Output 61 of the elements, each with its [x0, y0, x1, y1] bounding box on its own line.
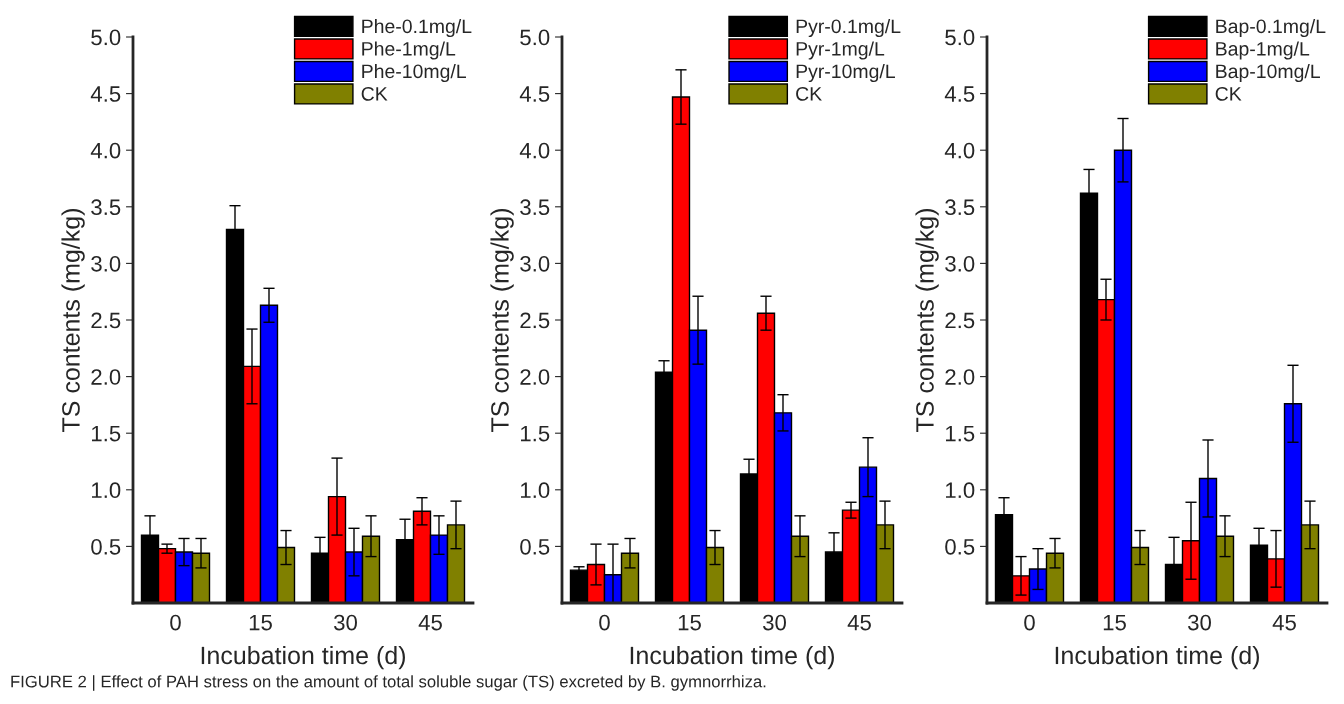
legend-label: CK	[1215, 86, 1242, 101]
y-tick-label: 4.5	[944, 86, 975, 102]
legend-label: Pyr-1mg/L	[796, 41, 885, 60]
legend-label: CK	[796, 86, 822, 101]
y-tick-label: 2.5	[945, 312, 975, 329]
x-tick-label: 15	[1103, 614, 1126, 631]
y-axis-title: TS contents (mg/kg)	[915, 209, 939, 432]
y-axis-title: TS contents (mg/kg)	[490, 209, 514, 432]
y-tick-label: 2.0	[91, 369, 121, 385]
x-tick-label: 45	[1272, 614, 1296, 631]
y-tick-label: 1.5	[946, 425, 975, 442]
x-tick-label: 30	[1187, 614, 1211, 631]
y-tick-label: 2.0	[520, 369, 550, 385]
x-axis-title: Incubation time (d)	[630, 645, 834, 670]
y-tick-label: 4.0	[944, 142, 975, 159]
y-tick-label: 3.5	[91, 199, 121, 216]
x-tick-label: 0	[170, 614, 181, 631]
legend-label: Phe-1mg/L	[362, 41, 456, 60]
y-tick-label: 1.0	[92, 482, 121, 499]
y-tick-label: 2.5	[520, 312, 550, 329]
legend-label: Bap-0.1mg/L	[1216, 18, 1326, 38]
legend-label: Bap-1mg/L	[1216, 41, 1310, 60]
y-tick-label: 1.0	[521, 482, 550, 499]
y-tick-label: 1.5	[92, 425, 121, 442]
y-tick-label: 3.5	[520, 199, 550, 216]
y-tick-label: 4.5	[519, 86, 550, 102]
caption: FIGURE 2 | Effect of PAH stress on the amount of total soluble sugar (TS) excreted by B. gymnorrhiza.	[11, 675, 766, 691]
legend-label: CK	[361, 86, 388, 101]
y-axis-title: TS contents (mg/kg)	[61, 209, 85, 432]
legend-label: Pyr-10mg/L	[796, 63, 895, 83]
y-tick-label: 5.0	[945, 29, 975, 46]
y-tick-label: 3.0	[945, 255, 975, 272]
x-axis-title: Incubation time (d)	[1055, 645, 1259, 670]
x-tick-label: 15	[678, 614, 701, 631]
y-tick-label: 0.5	[945, 538, 975, 555]
legend-label: Pyr-0.1mg/L	[796, 18, 901, 38]
x-tick-label: 30	[333, 614, 357, 631]
legend-label: Phe-10mg/L	[362, 63, 466, 83]
y-tick-label: 3.0	[91, 255, 121, 272]
y-tick-label: 2.0	[945, 369, 975, 385]
x-tick-label: 45	[418, 614, 442, 631]
y-tick-label: 1.5	[521, 425, 550, 442]
y-tick-label: 5.0	[520, 29, 550, 46]
x-tick-label: 30	[762, 614, 786, 631]
y-tick-label: 4.0	[90, 142, 121, 159]
x-axis-title: Incubation time (d)	[201, 645, 405, 670]
y-tick-label: 0.5	[520, 538, 550, 555]
legend-label: Bap-10mg/L	[1216, 63, 1320, 83]
x-tick-label: 45	[847, 614, 871, 631]
y-tick-label: 4.0	[519, 142, 550, 159]
y-tick-label: 4.5	[90, 86, 121, 102]
y-tick-label: 3.5	[945, 199, 975, 216]
y-tick-label: 1.0	[946, 482, 975, 499]
y-tick-label: 2.5	[91, 312, 121, 329]
x-tick-label: 15	[249, 614, 272, 631]
y-tick-label: 0.5	[91, 538, 121, 555]
y-tick-label: 3.0	[520, 255, 550, 272]
y-tick-label: 5.0	[91, 29, 121, 46]
legend-label: Phe-0.1mg/L	[362, 18, 472, 38]
x-tick-label: 0	[1024, 614, 1035, 631]
x-tick-label: 0	[599, 614, 610, 631]
